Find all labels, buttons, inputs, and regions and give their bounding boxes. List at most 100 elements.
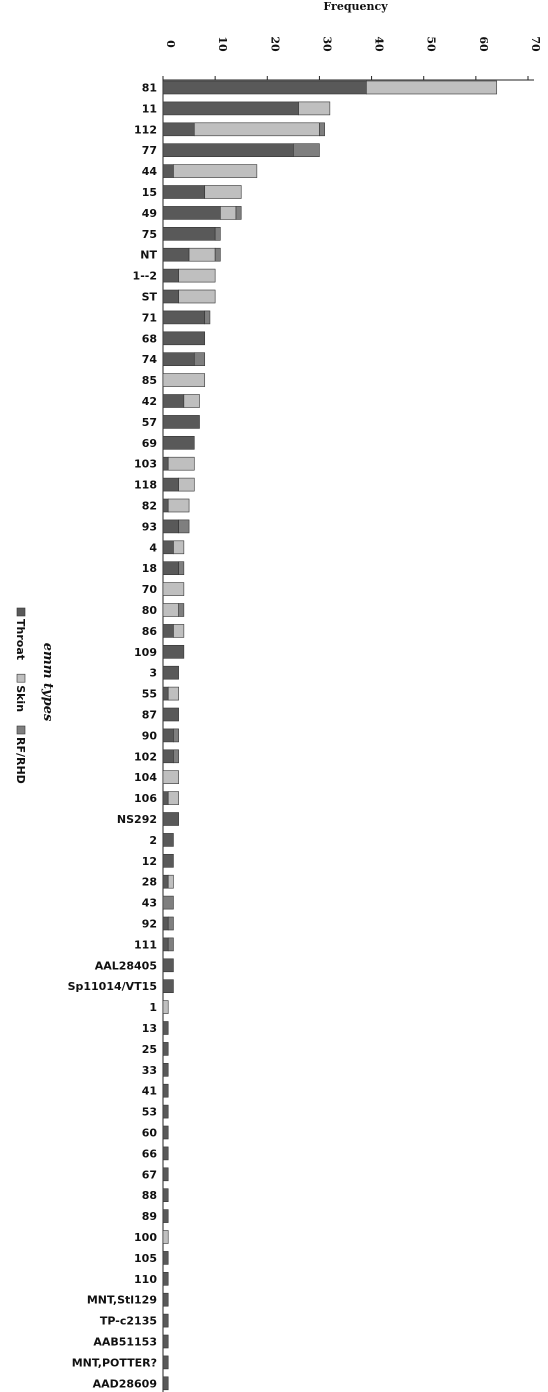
bar-segment-throat bbox=[162, 958, 174, 973]
bar-segment-rf-rhd bbox=[214, 227, 221, 241]
bar-segment-throat bbox=[162, 1376, 169, 1391]
bar-segment-rf-rhd bbox=[204, 310, 211, 325]
bar-segment-throat bbox=[162, 665, 179, 680]
bar-segment-skin bbox=[173, 164, 258, 178]
bar-segment-throat bbox=[162, 1104, 169, 1119]
bar-segment-rf-rhd bbox=[293, 143, 320, 157]
bar-segment-skin bbox=[167, 456, 195, 471]
bar-segment-rf-rhd bbox=[214, 247, 221, 262]
bar-segment-throat bbox=[162, 331, 206, 346]
bar-segment-throat bbox=[162, 1125, 169, 1140]
bar-segment-throat bbox=[162, 1063, 169, 1077]
x-tick-label: 70 bbox=[529, 36, 542, 52]
bar-segment-throat bbox=[162, 1292, 169, 1307]
category-label: 49 bbox=[142, 207, 157, 220]
bar-segment-throat bbox=[162, 415, 200, 429]
bar-segment-rf-rhd bbox=[178, 519, 190, 534]
bar-segment-throat bbox=[162, 456, 169, 471]
category-label: 104 bbox=[134, 771, 157, 784]
bar-segment-skin bbox=[162, 603, 179, 617]
legend-swatch-rf-rhd bbox=[16, 725, 26, 735]
category-label: 110 bbox=[134, 1273, 157, 1286]
legend: Throat Skin RF/RHD bbox=[14, 607, 27, 784]
bar-segment-throat bbox=[162, 1083, 169, 1098]
bar-segment-skin bbox=[173, 540, 185, 555]
category-label: 80 bbox=[142, 604, 158, 617]
category-label: 3 bbox=[149, 667, 157, 680]
bar-segment-throat bbox=[162, 874, 169, 889]
bar-segment-throat bbox=[162, 394, 185, 408]
bar-segment-skin bbox=[193, 122, 320, 137]
bar-segment-throat bbox=[162, 498, 169, 513]
category-label: 41 bbox=[142, 1085, 157, 1098]
bar-segment-throat bbox=[162, 227, 216, 241]
bar-segment-rf-rhd bbox=[173, 728, 179, 743]
category-label: NS292 bbox=[117, 813, 157, 826]
bar-segment-skin bbox=[204, 185, 242, 199]
category-label: 44 bbox=[142, 165, 158, 178]
category-label: 74 bbox=[142, 353, 158, 366]
x-tick-label: 40 bbox=[373, 36, 386, 52]
bar-segment-throat bbox=[162, 1042, 169, 1056]
bar-segment-throat bbox=[162, 477, 179, 492]
bar-segment-throat bbox=[162, 122, 195, 137]
bar-segment-rf-rhd bbox=[173, 749, 179, 764]
legend-label-skin: Skin bbox=[14, 685, 27, 712]
legend-label-rf-rhd: RF/RHD bbox=[14, 737, 27, 784]
bar-segment-throat bbox=[162, 1021, 169, 1035]
category-label: 85 bbox=[142, 374, 157, 387]
category-label: 102 bbox=[134, 750, 157, 763]
bar-segment-throat bbox=[162, 289, 179, 304]
bar-segment-throat bbox=[162, 791, 169, 805]
category-label: 69 bbox=[142, 437, 157, 450]
bar-segment-skin bbox=[178, 268, 216, 283]
bar-segment-throat bbox=[162, 1146, 169, 1161]
bar-segment-throat bbox=[162, 268, 179, 283]
bar-segment-skin bbox=[162, 373, 206, 387]
category-label: 68 bbox=[142, 332, 157, 345]
bar-segment-throat bbox=[162, 1334, 169, 1349]
bar-segment-throat bbox=[162, 310, 206, 325]
category-label: 2 bbox=[149, 834, 157, 847]
bar-segment-rf-rhd bbox=[178, 603, 185, 617]
bar-segment-skin bbox=[167, 686, 179, 701]
x-tick-label: 60 bbox=[477, 36, 490, 52]
bar-segment-throat bbox=[162, 561, 179, 576]
bar-segment-throat bbox=[162, 1188, 169, 1202]
category-label: 15 bbox=[142, 186, 157, 199]
category-label: 33 bbox=[142, 1064, 157, 1077]
bar-segment-rf-rhd bbox=[193, 352, 206, 367]
bar-segment-throat bbox=[162, 728, 174, 743]
bar-segment-throat bbox=[162, 101, 299, 116]
bar-segment-rf-rhd bbox=[235, 206, 242, 220]
bar-segment-throat bbox=[162, 1313, 169, 1328]
category-label: 60 bbox=[142, 1127, 158, 1140]
category-label: 103 bbox=[134, 458, 157, 471]
category-label: 75 bbox=[142, 228, 157, 241]
category-label: 71 bbox=[142, 311, 157, 324]
bar-segment-throat bbox=[162, 80, 367, 95]
category-label: AAL28405 bbox=[95, 959, 157, 972]
bar-segment-skin bbox=[220, 206, 237, 220]
category-label: 82 bbox=[142, 500, 157, 513]
category-label: 111 bbox=[134, 938, 157, 951]
bar-segment-throat bbox=[162, 143, 294, 157]
chart-title: Frequency bbox=[323, 0, 388, 13]
bar-segment-throat bbox=[162, 812, 179, 826]
category-label: 57 bbox=[142, 416, 157, 429]
category-label: 1 bbox=[149, 1001, 157, 1014]
category-label: 28 bbox=[142, 876, 157, 889]
bar-segment-throat bbox=[162, 624, 174, 638]
x-tick-label: 0 bbox=[164, 40, 177, 48]
category-label: 105 bbox=[134, 1252, 157, 1265]
bar-segment-throat bbox=[162, 540, 174, 555]
bar-segment-throat bbox=[162, 164, 174, 178]
x-tick-label: 20 bbox=[268, 36, 281, 52]
bar-segment-throat bbox=[162, 853, 174, 868]
category-label: 12 bbox=[142, 855, 157, 868]
category-label: MNT,POTTER? bbox=[72, 1356, 157, 1369]
bar-segment-throat bbox=[162, 247, 190, 262]
bar-segment-skin bbox=[162, 1230, 169, 1244]
category-label: MNT,Stl129 bbox=[87, 1294, 157, 1307]
